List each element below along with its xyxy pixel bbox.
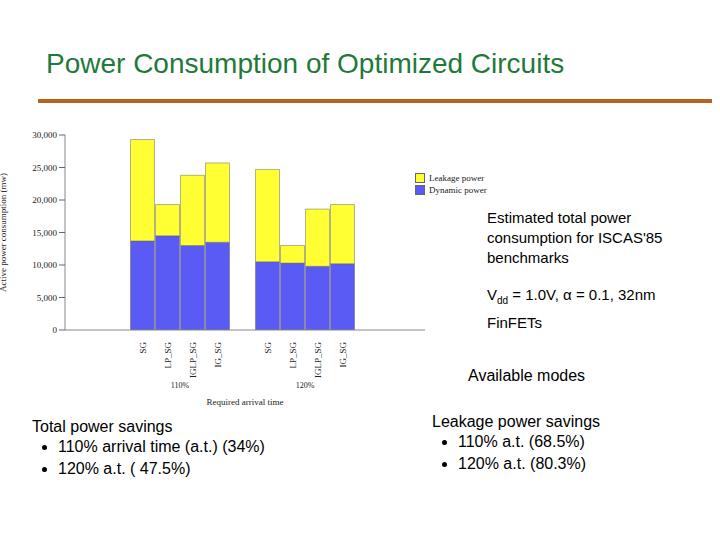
svg-text:LP_SG: LP_SG	[163, 342, 173, 369]
svg-text:Active power consumption (mw): Active power consumption (mw)	[8, 173, 9, 292]
svg-text:IG_SG: IG_SG	[338, 342, 348, 368]
svg-text:110%: 110%	[171, 381, 190, 390]
svg-text:15,000: 15,000	[32, 228, 57, 238]
svg-text:25,000: 25,000	[32, 163, 57, 173]
svg-text:IGLP_SG: IGLP_SG	[313, 342, 323, 379]
svg-text:LP_SG: LP_SG	[288, 342, 298, 369]
html-text:Dynamic power: Dynamic power	[429, 185, 487, 195]
svg-text:10,000: 10,000	[32, 260, 57, 270]
svg-text:30,000: 30,000	[32, 130, 57, 140]
svg-text:0: 0	[53, 325, 58, 335]
svg-text:Required arrival time: Required arrival time	[207, 397, 284, 407]
html-text:110% arrival time (a.t.) (34%): 110% arrival time (a.t.) (34%)	[58, 438, 265, 455]
html-text:120% a.t. (80.3%): 120% a.t. (80.3%)	[458, 455, 587, 472]
svg-text:5,000: 5,000	[37, 293, 58, 303]
html-text:Estimated total power consumpt: Estimated total power consumption for IS…	[487, 209, 663, 266]
svg-text:IGLP_SG: IGLP_SG	[188, 342, 198, 379]
html-text:Power Consumption of Optimized: Power Consumption of Optimized Circuits	[46, 48, 565, 79]
svg-text:SG: SG	[263, 342, 273, 354]
html-text:110% a.t. (68.5%): 110% a.t. (68.5%)	[458, 433, 585, 450]
svg-text:SG: SG	[138, 342, 148, 354]
html-text:Leakage power savings: Leakage power savings	[432, 413, 601, 430]
html-text:Vdd= 1.0V, α = 0.1, 32nm FinFE: Vdd= 1.0V, α = 0.1, 32nm FinFETs	[487, 286, 656, 331]
html-text:Leakage power: Leakage power	[429, 173, 485, 183]
html-text:Total power savings: Total power savings	[32, 418, 173, 435]
svg-text:IG_SG: IG_SG	[213, 342, 223, 368]
svg-text:120%: 120%	[296, 381, 315, 390]
html-text:Available modes: Available modes	[468, 367, 586, 384]
html-text:120% a.t. ( 47.5%): 120% a.t. ( 47.5%)	[58, 460, 191, 477]
svg-text:20,000: 20,000	[32, 195, 57, 205]
